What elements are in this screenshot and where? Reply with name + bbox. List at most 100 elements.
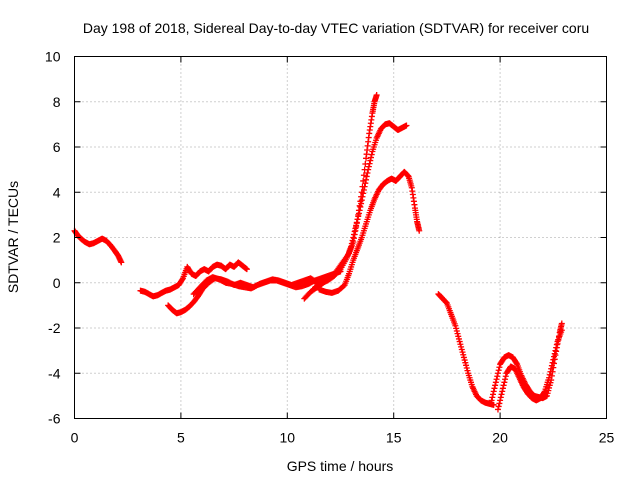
data-point (549, 359, 556, 366)
series-segment-1 (71, 227, 125, 266)
data-point (541, 389, 548, 396)
series-segment-8 (435, 291, 497, 408)
data-point (355, 213, 362, 220)
data-point (357, 203, 364, 210)
data-points-layer (71, 91, 565, 413)
data-point (403, 122, 410, 129)
x-tick-label: 5 (177, 430, 185, 446)
data-point (362, 180, 369, 187)
data-point (497, 397, 504, 404)
data-point (356, 207, 363, 214)
x-axis-label: GPS time / hours (287, 458, 394, 474)
y-tick-label: 10 (45, 49, 61, 65)
data-point (354, 216, 361, 223)
data-point (494, 370, 501, 377)
data-point (243, 266, 250, 273)
y-tick-label: -6 (48, 411, 61, 427)
data-point (490, 391, 497, 398)
y-tick-label: 0 (53, 275, 61, 291)
data-point (495, 367, 502, 374)
y-tick-label: 2 (53, 230, 61, 246)
data-point (499, 385, 506, 392)
chart-title: Day 198 of 2018, Sidereal Day-to-day VTE… (83, 20, 589, 36)
data-point (365, 163, 372, 170)
series-segment-7 (316, 168, 423, 296)
data-point (336, 267, 343, 274)
y-axis-label: SDTVAR / TECUs (5, 181, 21, 293)
data-point (497, 394, 504, 401)
y-tick-label: -4 (48, 365, 61, 381)
data-point (496, 400, 503, 407)
data-point (558, 327, 565, 334)
x-tick-label: 10 (280, 430, 296, 446)
data-point (488, 397, 495, 404)
data-point (361, 183, 368, 190)
data-point (363, 176, 370, 183)
x-tick-label: 0 (71, 430, 79, 446)
data-point (350, 231, 357, 238)
data-point (553, 341, 560, 348)
data-point (552, 347, 559, 354)
data-point (352, 225, 359, 232)
data-point (499, 388, 506, 395)
data-point (500, 382, 507, 389)
data-point (179, 276, 186, 283)
data-point (363, 173, 370, 180)
data-point (368, 154, 375, 161)
series-segment-3 (165, 275, 321, 317)
data-point (495, 403, 502, 410)
data-point (496, 364, 503, 371)
data-point (498, 391, 505, 398)
data-point (494, 406, 501, 413)
data-point (489, 394, 496, 401)
data-point (349, 237, 356, 244)
data-point (492, 382, 499, 389)
data-point (548, 365, 555, 372)
data-point (360, 190, 367, 197)
data-point (490, 388, 497, 395)
data-point (547, 368, 554, 375)
data-point (493, 376, 500, 383)
data-point (353, 222, 360, 229)
data-point (365, 166, 372, 173)
data-point (358, 200, 365, 207)
y-tick-label: 4 (53, 184, 61, 200)
data-point (359, 193, 366, 200)
data-point (366, 160, 373, 167)
grid-layer (74, 56, 607, 419)
data-point (546, 374, 553, 381)
data-point (553, 344, 560, 351)
data-point (490, 401, 497, 408)
data-point (360, 186, 367, 193)
data-point (551, 353, 558, 360)
data-point (551, 350, 558, 357)
data-point (491, 385, 498, 392)
series-segment-6 (311, 120, 410, 291)
data-point (550, 356, 557, 363)
data-point (118, 259, 125, 266)
data-point (348, 240, 355, 247)
x-tick-label: 20 (492, 430, 508, 446)
data-point (355, 210, 362, 217)
axis-ticks-layer: 0 5 10 15 20 25 -6 -4 -2 0 2 4 6 8 10 (45, 49, 615, 446)
y-tick-label: 6 (53, 139, 61, 155)
data-point (501, 379, 508, 386)
data-point (351, 228, 358, 235)
series-segment-10 (494, 327, 565, 413)
data-point (367, 157, 374, 164)
y-tick-label: -2 (48, 320, 61, 336)
data-point (373, 91, 380, 98)
data-point (416, 227, 423, 234)
x-tick-label: 25 (599, 430, 615, 446)
data-point (502, 373, 509, 380)
data-point (546, 371, 553, 378)
data-point (502, 376, 509, 383)
x-tick-label: 15 (386, 430, 402, 446)
y-tick-label: 8 (53, 94, 61, 110)
series-segment-2 (137, 259, 250, 300)
data-point (353, 219, 360, 226)
data-point (492, 379, 499, 386)
data-point (368, 151, 375, 158)
data-point (548, 362, 555, 369)
